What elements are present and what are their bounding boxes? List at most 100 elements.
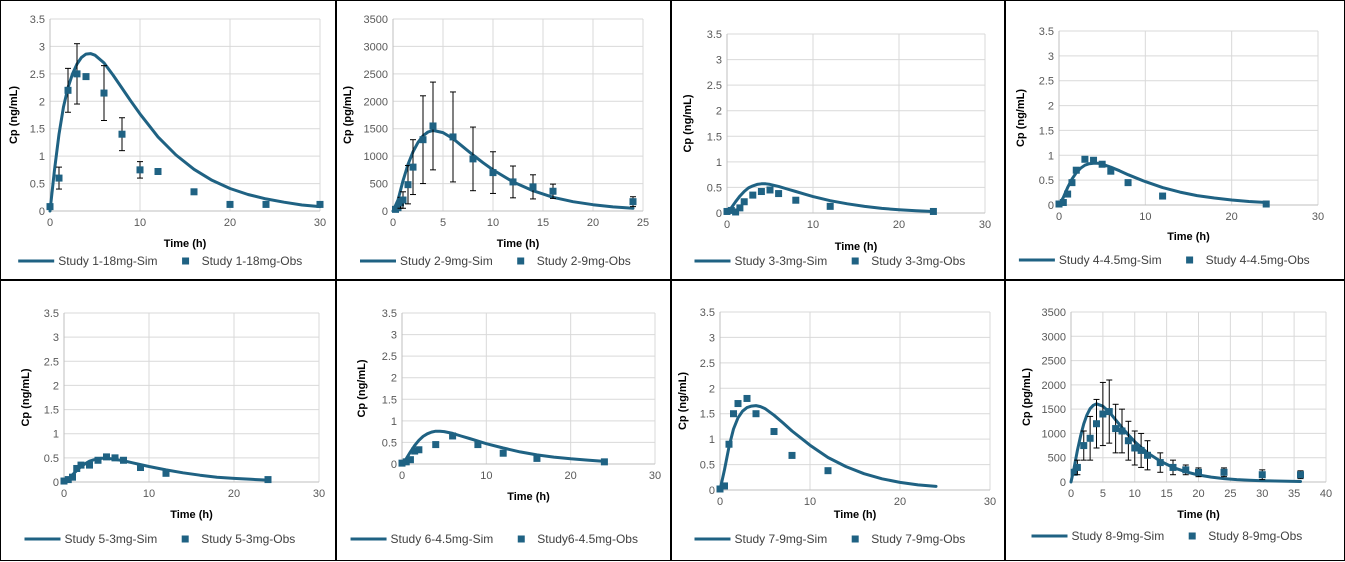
x-tick-label: 0 [1068,488,1074,500]
data-point-obs [154,168,162,176]
x-tick-label: 20 [228,488,240,500]
y-tick-label: 3.5 [1039,26,1054,38]
data-point-obs [64,86,72,94]
data-point-obs [1070,468,1078,476]
data-point-obs [929,207,937,215]
legend: Study 2-9mg-Sim Study 2-9mg-Obs [360,254,631,268]
x-tick-label: 20 [587,217,599,229]
legend-marker-swatch [1188,532,1196,540]
data-point-obs [727,206,735,214]
legend-label-sim: Study 2-9mg-Sim [400,254,493,268]
y-tick-label: 0 [716,208,722,220]
data-point-obs [1169,463,1177,471]
data-point-obs [549,187,557,195]
y-tick-label: 1500 [364,124,388,136]
chart-svg: 0 500 1000 1500 2000 2500 3000 3500 0 5 10 15 20 25 Ti… [342,14,649,268]
data-point-obs [1159,192,1167,200]
data-point-obs [788,451,796,459]
y-tick-label: 0.5 [30,179,45,191]
legend: Study 5-3mg-Sim Study 5-3mg-Obs [24,532,295,546]
y-tick-label: 1 [709,434,715,446]
y-axis-label: Cp (ng/mL) [20,368,32,426]
y-tick-label: 2.5 [707,80,722,92]
y-tick-label: 1 [53,429,59,441]
y-tick-label: 2.5 [1039,76,1054,88]
data-point-obs [1112,425,1120,433]
y-tick-label: 1500 [1042,404,1066,416]
legend-marker-swatch [182,257,190,265]
data-point-obs [64,476,72,484]
data-point-obs [1124,179,1132,187]
y-axis-label: Cp (ng/mL) [356,359,368,417]
data-point-obs [1195,468,1202,476]
data-point-obs [411,447,419,455]
data-point-obs [1080,442,1088,450]
data-point-obs [723,207,731,215]
data-point-obs [1118,427,1126,435]
y-tick-label: 0 [1060,477,1066,489]
data-point-obs [1064,190,1072,198]
chart-svg: 0 0.5 1 1.5 2 2.5 3 3.5 0 10 20 30 Time (h) Cp (ng/mL… [8,14,326,268]
data-point-obs [1098,160,1106,168]
data-point-obs [1124,437,1132,445]
data-point-obs [826,202,834,210]
legend: Study 7-9mg-Sim Study 7-9mg-Obs [694,532,965,546]
x-tick-label: 0 [47,217,53,229]
data-point-obs [775,190,783,198]
data-point-obs [46,203,54,211]
data-point-obs [736,204,744,212]
y-tick-label: 1 [716,157,722,169]
data-point-obs [73,464,81,472]
data-point-obs [1073,463,1081,471]
data-point-obs [732,208,740,216]
data-point-obs [600,458,608,466]
x-tick-label: 10 [134,217,146,229]
data-point-obs [55,174,63,182]
x-tick-label: 10 [143,488,155,500]
y-tick-label: 0 [53,477,59,489]
y-tick-label: 3 [1048,51,1054,63]
y-tick-label: 2000 [1042,380,1066,392]
legend-marker-swatch [1186,256,1194,264]
chart-panel-5: 0 0.5 1 1.5 2 2.5 3 3.5 0 10 20 30 Time (h) Cp (ng/mL… [0,280,336,561]
y-tick-label: 2 [716,106,722,118]
legend-marker-swatch [851,535,859,543]
data-point-obs [721,482,728,490]
x-tick-label: 30 [984,496,996,508]
legend: Study 4-4.5mg-Sim Study 4-4.5mg-Obs [1018,253,1310,267]
data-point-obs [120,456,127,464]
x-tick-label: 10 [1139,211,1151,223]
data-point-obs [398,459,406,467]
x-axis-label: Time (h) [164,238,207,250]
y-tick-label: 3.5 [707,29,722,41]
chart-panel-1: 0 0.5 1 1.5 2 2.5 3 3.5 0 10 20 30 Time (h) Cp (ng/mL… [0,0,336,280]
y-tick-label: 2 [53,380,59,392]
y-tick-label: 0.5 [707,182,722,194]
legend-label-sim: Study 1-18mg-Sim [58,254,157,268]
x-tick-label: 20 [893,219,905,231]
data-point-obs [1220,468,1228,476]
x-tick-label: 30 [314,217,326,229]
data-point-obs [730,410,737,418]
chart-svg: 0 500 1000 1500 2000 2500 3000 3500 0 5 10 15 20 25 30… [1021,307,1332,543]
x-tick-label: 20 [894,496,906,508]
y-axis-label: Cp (pg/mL) [342,86,354,144]
data-point-obs [419,136,427,144]
data-point-obs [509,178,517,186]
x-tick-label: 20 [224,217,236,229]
data-point-obs [792,196,800,204]
x-tick-label: 0 [61,488,67,500]
chart-svg: 0 0.5 1 1.5 2 2.5 3 3.5 0 10 20 30 Time (h) Cp (ng/mL… [677,307,996,546]
legend-marker-swatch [517,535,525,543]
legend-marker-swatch [181,535,189,543]
y-tick-label: 0.5 [44,453,59,465]
y-tick-label: 3500 [364,14,388,26]
legend-label-sim: Study 3-3mg-Sim [735,254,828,268]
y-tick-label: 3.5 [700,307,715,319]
y-tick-label: 2000 [364,96,388,108]
data-point-obs [103,453,110,461]
series-line-sim [391,128,635,213]
data-point-obs [752,410,760,418]
data-point-obs [824,467,832,475]
x-tick-label: 30 [1312,211,1324,223]
